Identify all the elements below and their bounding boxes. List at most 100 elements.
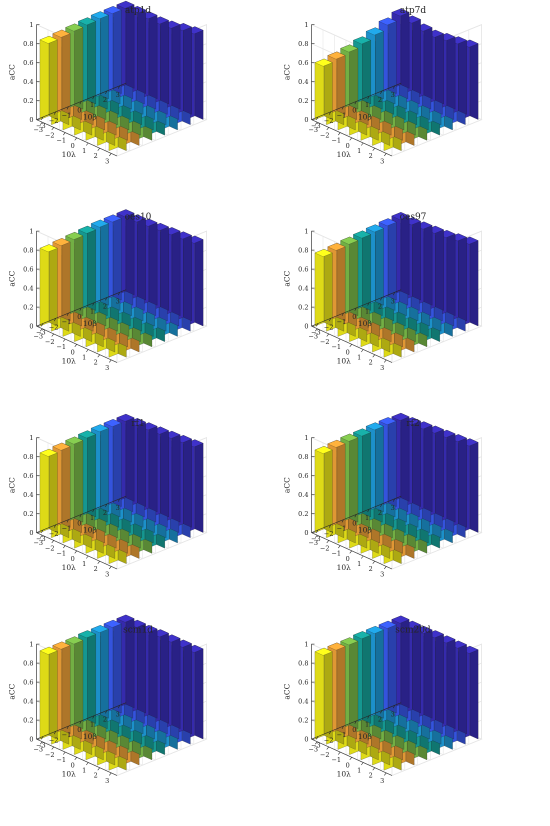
y-tick	[380, 90, 383, 94]
z-tick-label: 0.2	[23, 303, 33, 311]
bar-face-side	[423, 221, 433, 306]
x-tick-label: 3	[380, 570, 384, 578]
z-tick-label: 0	[29, 529, 33, 537]
z-tick-label: 1	[29, 227, 33, 235]
y-tick	[41, 116, 44, 120]
x-tick	[338, 132, 341, 136]
bar-face-side	[349, 433, 359, 523]
bar-face-side	[387, 218, 397, 301]
bar-face-top	[391, 8, 410, 17]
x-tick	[349, 344, 352, 347]
y-tick	[328, 318, 331, 322]
bar	[39, 448, 58, 533]
x-tick-label: −1	[56, 756, 66, 764]
x-tick	[315, 122, 318, 125]
bars	[39, 0, 204, 152]
y-tick	[53, 524, 56, 528]
x-tick-label: 0	[346, 761, 350, 769]
bar-face-side	[435, 225, 444, 311]
x-tick	[384, 153, 387, 157]
y-tick-label: −3	[36, 122, 46, 130]
x-tick	[74, 757, 77, 760]
y-tick	[105, 503, 108, 507]
bar-face-side	[137, 6, 146, 94]
y-tick-label: −1	[337, 318, 347, 326]
x-tick-label: −3	[308, 539, 318, 547]
x-tick	[326, 333, 329, 337]
bar-face-front	[314, 58, 325, 120]
x-tick-label: −3	[33, 333, 43, 341]
x-tick-label: 3	[105, 157, 109, 165]
x-tick-label: 1	[82, 147, 86, 155]
z-tick-label: 0.2	[23, 510, 33, 518]
bar-face-front	[314, 248, 325, 327]
x-tick-label: 2	[94, 152, 98, 160]
x-tick-label: 0	[346, 555, 350, 563]
bar-face-top	[77, 430, 97, 439]
x-tick	[372, 767, 375, 771]
z-tick-label: 0	[29, 735, 33, 743]
z-axis-label: aCC	[8, 683, 17, 699]
bar-face-side	[349, 637, 359, 729]
bar-face-side	[362, 631, 371, 724]
x-tick	[109, 566, 112, 570]
panel-oes10: 00.20.40.60.81aCC3210−1−2−310λ−3−2−10123…	[8, 209, 208, 372]
x-tick-label: −2	[320, 544, 330, 552]
bar-face-side	[171, 227, 181, 316]
bar-face-side	[375, 224, 384, 306]
y-tick-label: −1	[337, 731, 347, 739]
y-tick	[392, 85, 395, 89]
bar-face-side	[458, 434, 467, 528]
z-tick-label: 0.6	[23, 678, 33, 686]
x-axis-label: 10λ	[337, 769, 352, 778]
z-tick-label: 0.6	[23, 265, 33, 273]
chart-title: rf1	[131, 419, 144, 429]
bar-face-side	[148, 625, 158, 719]
bar-face-side	[48, 448, 58, 533]
bar-face-top	[52, 641, 71, 650]
bar-face-side	[74, 636, 84, 729]
x-tick-label: 3	[105, 777, 109, 785]
z-tick-label: 0	[304, 116, 308, 124]
bar-face-top	[327, 439, 346, 448]
bar-face-side	[148, 422, 158, 513]
bar-face-top	[90, 424, 110, 433]
y-tick	[328, 731, 331, 735]
y-tick	[92, 96, 95, 100]
x-tick-label: 3	[380, 364, 384, 372]
x-tick	[326, 127, 329, 131]
y-tick	[117, 705, 120, 709]
y-tick-label: −1	[62, 112, 72, 120]
panel-scm20d: 00.20.40.60.81aCC3210−1−2−310λ−3−2−10123…	[283, 615, 483, 785]
y-tick	[367, 715, 370, 719]
bar-face-side	[387, 417, 397, 507]
bar-face-side	[183, 639, 192, 735]
y-tick-label: 0	[352, 519, 356, 527]
x-tick	[63, 338, 66, 342]
z-axis-label: aCC	[283, 270, 292, 286]
bar-face-side	[336, 51, 346, 115]
bar-face-top	[327, 242, 346, 251]
y-tick-label: 1	[90, 101, 94, 109]
bar-face-top	[327, 642, 346, 651]
y-tick	[79, 307, 82, 311]
x-tick	[97, 354, 100, 358]
bar-face-top	[327, 51, 346, 60]
bar-face-top	[365, 224, 385, 233]
x-tick-label: −2	[45, 751, 55, 759]
y-tick	[92, 302, 95, 306]
bar-face-side	[387, 17, 397, 94]
y-tick-label: −3	[311, 329, 321, 337]
z-tick-label: 1	[304, 21, 308, 29]
bar-face-side	[148, 218, 158, 306]
z-tick-label: 0.6	[298, 59, 308, 67]
x-tick	[372, 561, 375, 564]
z-tick-label: 0.4	[23, 284, 33, 292]
x-tick-label: −2	[320, 131, 330, 139]
x-tick-label: 2	[369, 565, 373, 573]
y-tick	[79, 720, 82, 724]
x-tick	[51, 127, 54, 131]
x-tick	[51, 746, 54, 750]
y-tick-label: −2	[49, 736, 59, 744]
bar-face-top	[391, 212, 410, 220]
